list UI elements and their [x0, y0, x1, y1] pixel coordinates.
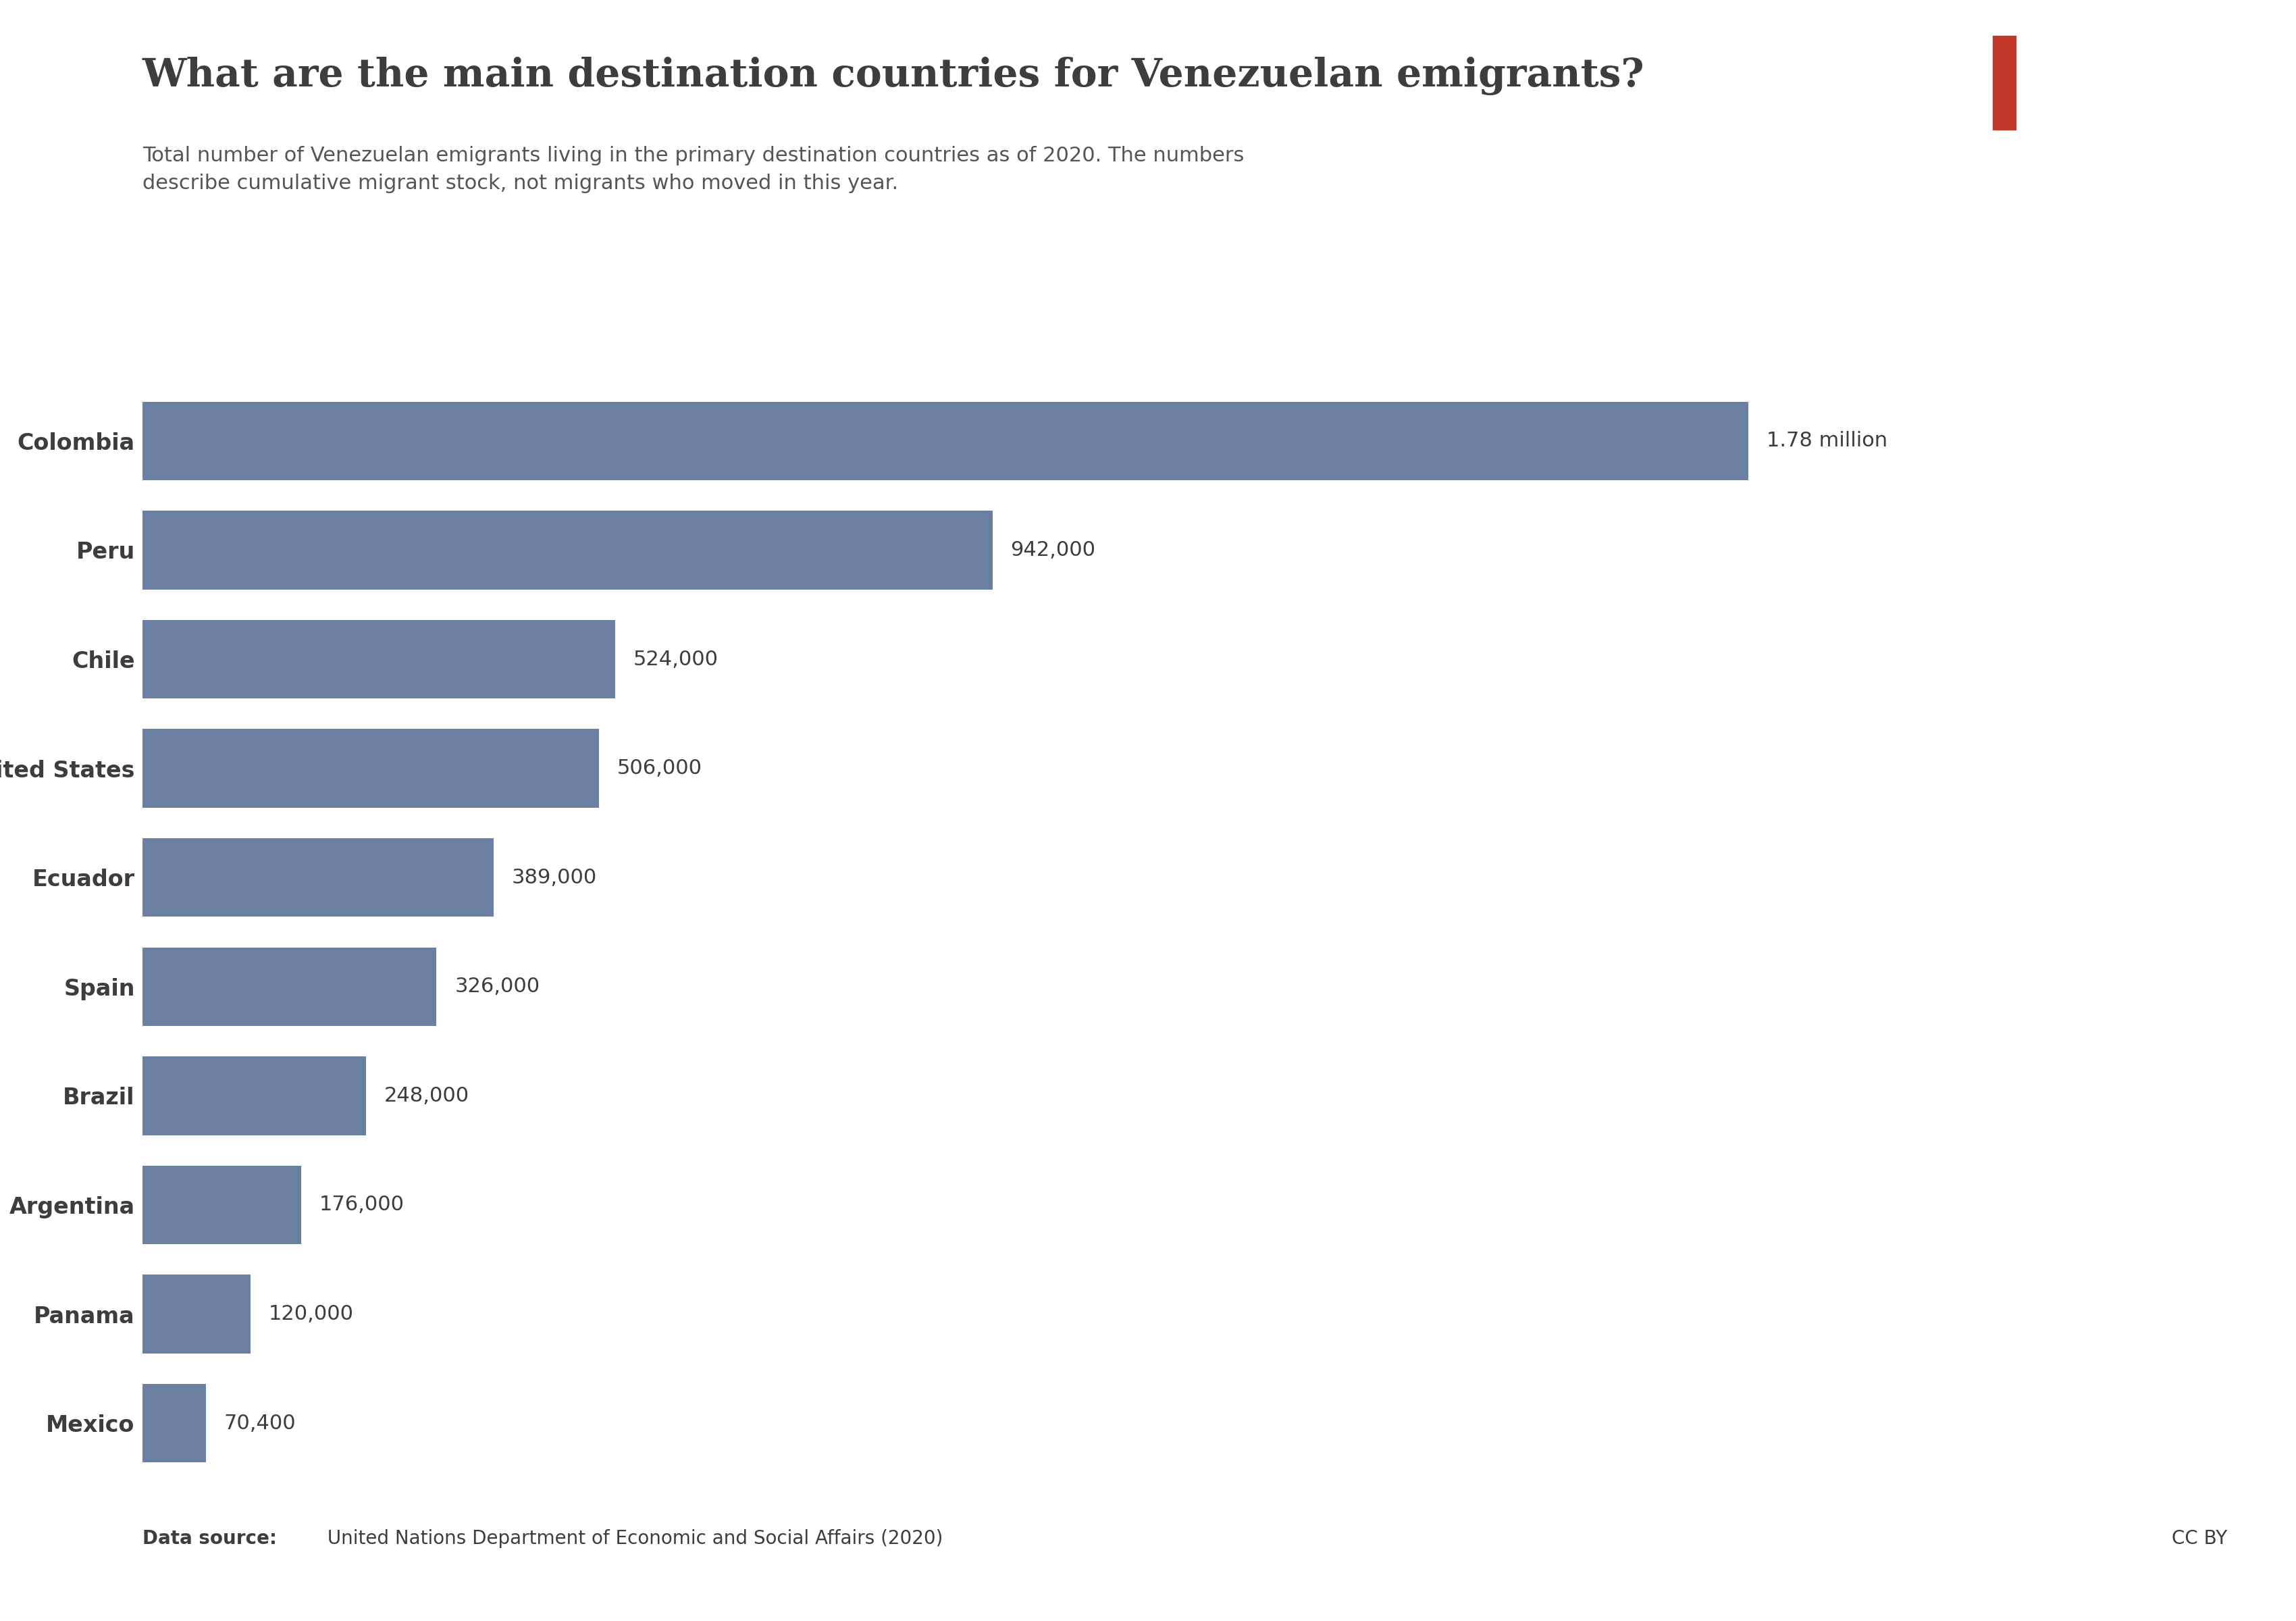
Text: Data source:: Data source: [142, 1529, 278, 1548]
Text: 942,000: 942,000 [1010, 540, 1095, 559]
Bar [1993, 36, 2016, 130]
Text: 248,000: 248,000 [383, 1086, 468, 1106]
Bar [142, 947, 436, 1026]
Text: Total number of Venezuelan emigrants living in the primary destination countries: Total number of Venezuelan emigrants liv… [142, 146, 1244, 193]
Text: United Nations Department of Economic and Social Affairs (2020): United Nations Department of Economic an… [321, 1529, 944, 1548]
Text: 389,000: 389,000 [512, 867, 597, 887]
Bar [142, 619, 615, 699]
Bar [142, 729, 599, 807]
Text: CC BY: CC BY [2172, 1529, 2227, 1548]
Text: 524,000: 524,000 [634, 650, 719, 669]
Bar [142, 1165, 301, 1245]
Bar [142, 511, 992, 590]
Text: 70,400: 70,400 [225, 1414, 296, 1433]
Text: 120,000: 120,000 [269, 1305, 354, 1324]
Text: 326,000: 326,000 [455, 977, 540, 997]
Text: Our World
in Data: Our World in Data [2073, 62, 2174, 102]
Bar [142, 1057, 365, 1135]
Bar [142, 1384, 207, 1462]
Bar [142, 1274, 250, 1354]
Bar [142, 838, 494, 917]
Text: 176,000: 176,000 [319, 1195, 404, 1214]
Text: 1.78 million: 1.78 million [1766, 431, 1887, 451]
Bar [142, 402, 1750, 480]
Text: What are the main destination countries for Venezuelan emigrants?: What are the main destination countries … [142, 57, 1644, 96]
Text: 506,000: 506,000 [618, 759, 703, 778]
